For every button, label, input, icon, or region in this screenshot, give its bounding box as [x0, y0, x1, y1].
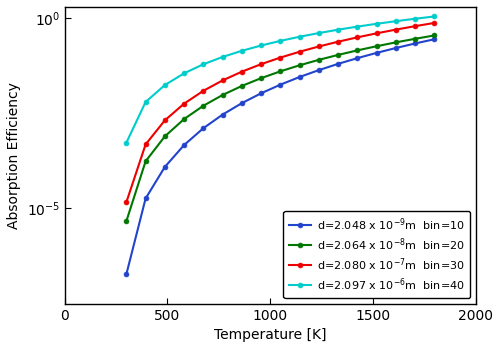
d=2.097 $\times$ 10$^{-6}$m  bin=40 [239, 49, 245, 53]
d=2.064 $\times$ 10$^{-8}$m  bin=20 [124, 219, 130, 223]
d=2.097 $\times$ 10$^{-6}$m  bin=40 [432, 14, 438, 18]
d=2.048 $\times$ 10$^{-9}$m  bin=10 [258, 91, 264, 95]
Line: d=2.080 $\times$ 10$^{-7}$m  bin=30: d=2.080 $\times$ 10$^{-7}$m bin=30 [124, 21, 437, 205]
d=2.097 $\times$ 10$^{-6}$m  bin=40 [220, 55, 226, 59]
d=2.048 $\times$ 10$^{-9}$m  bin=10 [142, 196, 148, 201]
d=2.097 $\times$ 10$^{-6}$m  bin=40 [124, 141, 130, 145]
d=2.080 $\times$ 10$^{-7}$m  bin=30 [278, 55, 283, 60]
d=2.064 $\times$ 10$^{-8}$m  bin=20 [278, 69, 283, 73]
d=2.064 $\times$ 10$^{-8}$m  bin=20 [393, 40, 399, 44]
d=2.048 $\times$ 10$^{-9}$m  bin=10 [316, 68, 322, 72]
d=2.097 $\times$ 10$^{-6}$m  bin=40 [258, 43, 264, 47]
d=2.048 $\times$ 10$^{-9}$m  bin=10 [278, 83, 283, 87]
d=2.064 $\times$ 10$^{-8}$m  bin=20 [412, 37, 418, 41]
d=2.064 $\times$ 10$^{-8}$m  bin=20 [432, 34, 438, 38]
d=2.064 $\times$ 10$^{-8}$m  bin=20 [181, 117, 187, 121]
d=2.080 $\times$ 10$^{-7}$m  bin=30 [220, 78, 226, 82]
d=2.097 $\times$ 10$^{-6}$m  bin=40 [316, 31, 322, 35]
d=2.064 $\times$ 10$^{-8}$m  bin=20 [162, 134, 168, 139]
d=2.097 $\times$ 10$^{-6}$m  bin=40 [142, 100, 148, 104]
d=2.080 $\times$ 10$^{-7}$m  bin=30 [412, 24, 418, 28]
d=2.064 $\times$ 10$^{-8}$m  bin=20 [220, 93, 226, 97]
d=2.064 $\times$ 10$^{-8}$m  bin=20 [316, 58, 322, 62]
d=2.080 $\times$ 10$^{-7}$m  bin=30 [296, 50, 302, 54]
d=2.097 $\times$ 10$^{-6}$m  bin=40 [374, 22, 380, 26]
d=2.048 $\times$ 10$^{-9}$m  bin=10 [296, 75, 302, 79]
d=2.064 $\times$ 10$^{-8}$m  bin=20 [258, 76, 264, 80]
d=2.080 $\times$ 10$^{-7}$m  bin=30 [393, 28, 399, 32]
Line: d=2.064 $\times$ 10$^{-8}$m  bin=20: d=2.064 $\times$ 10$^{-8}$m bin=20 [124, 33, 437, 224]
d=2.048 $\times$ 10$^{-9}$m  bin=10 [239, 101, 245, 105]
d=2.097 $\times$ 10$^{-6}$m  bin=40 [354, 24, 360, 29]
d=2.080 $\times$ 10$^{-7}$m  bin=30 [335, 39, 341, 44]
d=2.080 $\times$ 10$^{-7}$m  bin=30 [200, 89, 206, 93]
d=2.080 $\times$ 10$^{-7}$m  bin=30 [239, 69, 245, 74]
d=2.064 $\times$ 10$^{-8}$m  bin=20 [374, 44, 380, 48]
Line: d=2.097 $\times$ 10$^{-6}$m  bin=40: d=2.097 $\times$ 10$^{-6}$m bin=40 [124, 14, 437, 145]
d=2.080 $\times$ 10$^{-7}$m  bin=30 [142, 142, 148, 147]
d=2.048 $\times$ 10$^{-9}$m  bin=10 [354, 56, 360, 60]
d=2.048 $\times$ 10$^{-9}$m  bin=10 [181, 143, 187, 147]
d=2.064 $\times$ 10$^{-8}$m  bin=20 [239, 84, 245, 88]
d=2.080 $\times$ 10$^{-7}$m  bin=30 [354, 35, 360, 39]
d=2.080 $\times$ 10$^{-7}$m  bin=30 [374, 31, 380, 35]
d=2.048 $\times$ 10$^{-9}$m  bin=10 [162, 165, 168, 169]
d=2.080 $\times$ 10$^{-7}$m  bin=30 [124, 200, 130, 205]
d=2.097 $\times$ 10$^{-6}$m  bin=40 [393, 19, 399, 23]
d=2.048 $\times$ 10$^{-9}$m  bin=10 [220, 112, 226, 117]
d=2.048 $\times$ 10$^{-9}$m  bin=10 [432, 37, 438, 41]
d=2.080 $\times$ 10$^{-7}$m  bin=30 [316, 44, 322, 49]
d=2.097 $\times$ 10$^{-6}$m  bin=40 [296, 35, 302, 39]
d=2.064 $\times$ 10$^{-8}$m  bin=20 [354, 48, 360, 52]
d=2.048 $\times$ 10$^{-9}$m  bin=10 [124, 272, 130, 276]
Line: d=2.048 $\times$ 10$^{-9}$m  bin=10: d=2.048 $\times$ 10$^{-9}$m bin=10 [124, 37, 437, 277]
d=2.097 $\times$ 10$^{-6}$m  bin=40 [200, 62, 206, 66]
d=2.097 $\times$ 10$^{-6}$m  bin=40 [162, 83, 168, 87]
d=2.097 $\times$ 10$^{-6}$m  bin=40 [278, 39, 283, 43]
d=2.097 $\times$ 10$^{-6}$m  bin=40 [412, 17, 418, 21]
d=2.048 $\times$ 10$^{-9}$m  bin=10 [412, 42, 418, 46]
d=2.064 $\times$ 10$^{-8}$m  bin=20 [142, 159, 148, 163]
X-axis label: Temperature [K]: Temperature [K] [214, 328, 326, 342]
d=2.064 $\times$ 10$^{-8}$m  bin=20 [200, 104, 206, 108]
d=2.064 $\times$ 10$^{-8}$m  bin=20 [335, 53, 341, 57]
Legend: d=2.048 x 10$^{-9}$m  bin=10, d=2.064 x 10$^{-8}$m  bin=20, d=2.080 x 10$^{-7}$m: d=2.048 x 10$^{-9}$m bin=10, d=2.064 x 1… [284, 210, 470, 298]
d=2.048 $\times$ 10$^{-9}$m  bin=10 [393, 46, 399, 50]
d=2.080 $\times$ 10$^{-7}$m  bin=30 [162, 118, 168, 122]
d=2.097 $\times$ 10$^{-6}$m  bin=40 [181, 71, 187, 75]
d=2.080 $\times$ 10$^{-7}$m  bin=30 [258, 62, 264, 66]
d=2.080 $\times$ 10$^{-7}$m  bin=30 [432, 21, 438, 25]
d=2.048 $\times$ 10$^{-9}$m  bin=10 [374, 51, 380, 55]
d=2.064 $\times$ 10$^{-8}$m  bin=20 [296, 63, 302, 67]
d=2.080 $\times$ 10$^{-7}$m  bin=30 [181, 102, 187, 106]
Y-axis label: Absorption Efficiency: Absorption Efficiency [7, 82, 21, 229]
d=2.097 $\times$ 10$^{-6}$m  bin=40 [335, 28, 341, 32]
d=2.048 $\times$ 10$^{-9}$m  bin=10 [335, 62, 341, 66]
d=2.048 $\times$ 10$^{-9}$m  bin=10 [200, 126, 206, 130]
